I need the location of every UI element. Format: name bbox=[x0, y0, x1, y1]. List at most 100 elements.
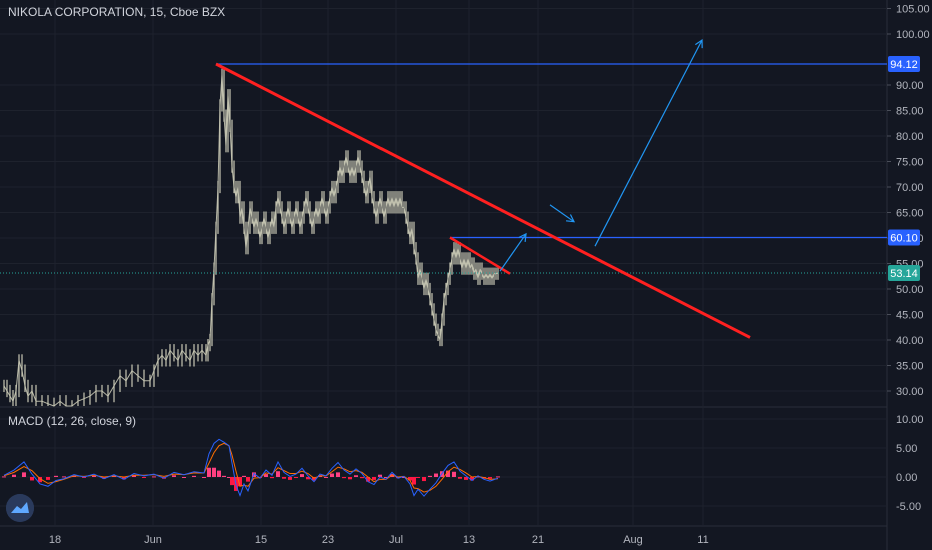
macd-histogram-bar bbox=[446, 470, 450, 477]
price-labels: 94.12 60.10 53.14 bbox=[888, 56, 920, 281]
price-pane[interactable] bbox=[3, 68, 499, 407]
arrow-shaft[interactable] bbox=[499, 233, 527, 272]
arrow-head[interactable] bbox=[565, 214, 576, 223]
macd-histogram-bar bbox=[354, 475, 358, 477]
macd-histogram-bar bbox=[276, 471, 280, 477]
time-tick-label: 15 bbox=[255, 534, 267, 546]
macd-histogram-bar bbox=[288, 477, 292, 480]
price-tick-label: 35.00 bbox=[896, 361, 924, 373]
chart-title[interactable]: NIKOLA CORPORATION, 15, Cboe BZX bbox=[8, 5, 226, 19]
price-label-box bbox=[888, 56, 920, 72]
macd-histogram-bar bbox=[54, 475, 58, 477]
price-tick-label: 70.00 bbox=[896, 182, 924, 194]
macd-histogram-bar bbox=[384, 477, 388, 478]
macd-histogram-bar bbox=[2, 476, 6, 478]
macd-histogram-bar bbox=[366, 477, 370, 482]
macd-axis[interactable]: 10.00 5.00 0.00 -5.00 bbox=[896, 414, 924, 513]
macd-histogram-bar bbox=[434, 473, 438, 477]
price-series bbox=[3, 74, 499, 407]
macd-histogram-bar bbox=[408, 477, 412, 481]
macd-histogram-bar bbox=[38, 477, 42, 483]
time-axis[interactable]: 18 Jun 15 23 Jul 13 21 Aug 11 bbox=[49, 534, 709, 546]
macd-histogram-bar bbox=[207, 467, 211, 477]
macd-histogram-bar bbox=[152, 476, 156, 478]
price-tick-label: 45.00 bbox=[896, 310, 924, 322]
macd-histogram-bar bbox=[488, 477, 492, 479]
macd-histogram-bar bbox=[470, 477, 474, 481]
macd-histogram-bar bbox=[92, 475, 96, 477]
macd-histogram-bar bbox=[342, 477, 346, 479]
macd-histogram-bar bbox=[112, 475, 116, 477]
macd-histogram-bar bbox=[294, 477, 298, 478]
time-tick-label: Jun bbox=[144, 534, 162, 546]
macd-histogram-bar bbox=[12, 474, 16, 477]
macd-histogram-bar bbox=[222, 475, 226, 477]
tradingview-logo-icon[interactable] bbox=[6, 494, 34, 522]
macd-histogram-bar bbox=[192, 475, 196, 477]
arrow-head[interactable] bbox=[695, 39, 703, 49]
macd-histogram-bar bbox=[458, 477, 462, 479]
macd-histogram-bar bbox=[324, 477, 328, 478]
arrow-shaft[interactable] bbox=[594, 39, 703, 247]
macd-histogram-bar bbox=[182, 477, 186, 478]
macd-histogram-bar bbox=[330, 473, 334, 477]
macd-histogram-bar bbox=[412, 477, 416, 485]
macd-histogram-bar bbox=[428, 475, 432, 477]
price-tick-label: 65.00 bbox=[896, 208, 924, 220]
macd-histogram-bar bbox=[348, 477, 352, 480]
price-tick-label: 40.00 bbox=[896, 335, 924, 347]
macd-line bbox=[3, 438, 499, 498]
macd-histogram-bar bbox=[336, 472, 340, 477]
time-tick-label: Aug bbox=[623, 534, 643, 546]
macd-histogram-bar bbox=[372, 477, 376, 480]
macd-histogram-bar bbox=[230, 477, 234, 486]
macd-histogram-bar bbox=[142, 477, 146, 478]
time-tick-label: 23 bbox=[322, 534, 334, 546]
price-axis[interactable]: 105.00 100.00 90.00 85.00 80.00 75.00 70.00 65.… bbox=[887, 4, 930, 398]
macd-tick-label: 10.00 bbox=[896, 414, 924, 426]
macd-histogram-bar bbox=[122, 477, 126, 480]
arrow-head[interactable] bbox=[518, 232, 527, 242]
macd-histogram-bar bbox=[416, 477, 420, 478]
drawing-annotations[interactable] bbox=[0, 39, 887, 339]
macd-tick-label: 5.00 bbox=[896, 443, 917, 455]
macd-histogram-bar bbox=[246, 477, 250, 482]
grid-lines bbox=[0, 0, 888, 550]
macd-histogram-bar bbox=[72, 475, 76, 477]
macd-histogram-bar bbox=[496, 476, 500, 478]
time-tick-label: Jul bbox=[389, 534, 403, 546]
macd-histogram-bar bbox=[282, 477, 286, 479]
macd-histogram-bar bbox=[452, 471, 456, 477]
price-label-box bbox=[888, 229, 920, 246]
macd-histogram-bar bbox=[238, 477, 242, 487]
macd-histogram-bar bbox=[422, 477, 426, 482]
arrow-shaft[interactable] bbox=[549, 204, 575, 223]
downtrend-line[interactable] bbox=[215, 62, 751, 339]
macd-histogram-bar bbox=[300, 474, 304, 477]
macd-histogram-bar bbox=[378, 474, 382, 477]
macd-histogram-bar bbox=[242, 475, 246, 477]
macd-signal-line bbox=[3, 442, 499, 493]
price-label-text: 94.12 bbox=[890, 59, 918, 71]
short-trend-line[interactable] bbox=[449, 236, 511, 275]
macd-histogram-bar bbox=[464, 477, 468, 480]
macd-histogram-bar bbox=[264, 474, 268, 477]
macd-histogram-bar bbox=[212, 467, 216, 477]
price-tick-label: 30.00 bbox=[896, 386, 924, 398]
macd-tick-label: 0.00 bbox=[896, 472, 917, 484]
price-tick-label: 50.00 bbox=[896, 284, 924, 296]
macd-histogram-bar bbox=[270, 477, 274, 479]
macd-histogram-bar bbox=[132, 475, 136, 477]
macd-histogram-bar bbox=[22, 472, 26, 477]
price-tick-label: 80.00 bbox=[896, 131, 924, 143]
price-tick-label: 100.00 bbox=[896, 29, 930, 41]
macd-histogram-bar bbox=[46, 477, 50, 480]
price-label-box bbox=[888, 264, 920, 281]
macd-tick-label: -5.00 bbox=[896, 501, 921, 513]
time-tick-label: 11 bbox=[697, 534, 708, 546]
macd-histogram-bar bbox=[172, 475, 176, 477]
macd-pane[interactable] bbox=[2, 438, 500, 498]
macd-indicator-label[interactable]: MACD (12, 26, close, 9) bbox=[8, 414, 137, 428]
